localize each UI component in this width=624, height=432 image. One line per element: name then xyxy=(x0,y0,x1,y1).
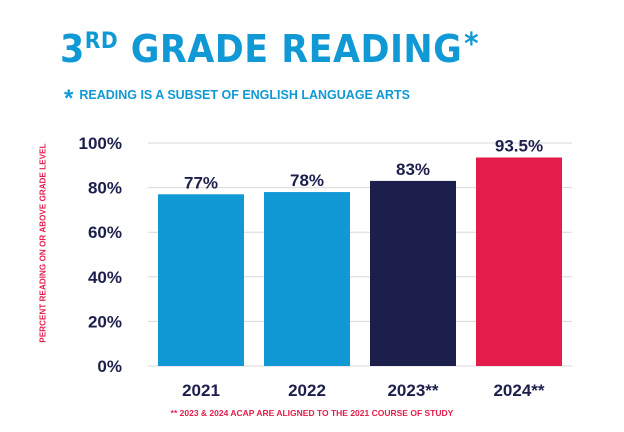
y-tick-label: 40% xyxy=(88,268,122,287)
bar-value-label: 77% xyxy=(184,173,218,192)
bar xyxy=(476,157,562,366)
x-tick-label: 2023** xyxy=(387,381,438,400)
y-tick-label: 100% xyxy=(79,134,122,153)
title-grade-number: 3 xyxy=(60,27,85,71)
bar xyxy=(370,180,456,366)
y-tick-label: 80% xyxy=(88,179,122,198)
bar-value-label: 83% xyxy=(396,160,430,179)
x-tick-label: 2021 xyxy=(182,381,220,400)
title-asterisk: * xyxy=(464,27,480,62)
title-text: GRADE READING xyxy=(118,27,463,71)
title-ordinal-suffix: RD xyxy=(84,29,119,54)
subtitle-asterisk: * xyxy=(64,85,74,112)
footnote: ** 2023 & 2024 ACAP ARE ALIGNED TO THE 2… xyxy=(170,408,454,418)
bar-value-label: 78% xyxy=(290,171,324,190)
y-tick-label: 20% xyxy=(88,312,122,331)
bar-value-label: 93.5% xyxy=(495,136,543,155)
x-tick-label: 2022 xyxy=(288,381,326,400)
subtitle-text: READING IS A SUBSET OF ENGLISH LANGUAGE … xyxy=(79,88,410,103)
y-tick-label: 60% xyxy=(88,223,122,242)
bar xyxy=(158,194,244,366)
bar xyxy=(264,192,350,366)
x-tick-label: 2024** xyxy=(493,381,544,400)
y-tick-label: 0% xyxy=(97,357,122,376)
chart-title: 3RD GRADE READING* xyxy=(60,27,480,71)
chart-subtitle: * READING IS A SUBSET OF ENGLISH LANGUAG… xyxy=(64,86,410,111)
